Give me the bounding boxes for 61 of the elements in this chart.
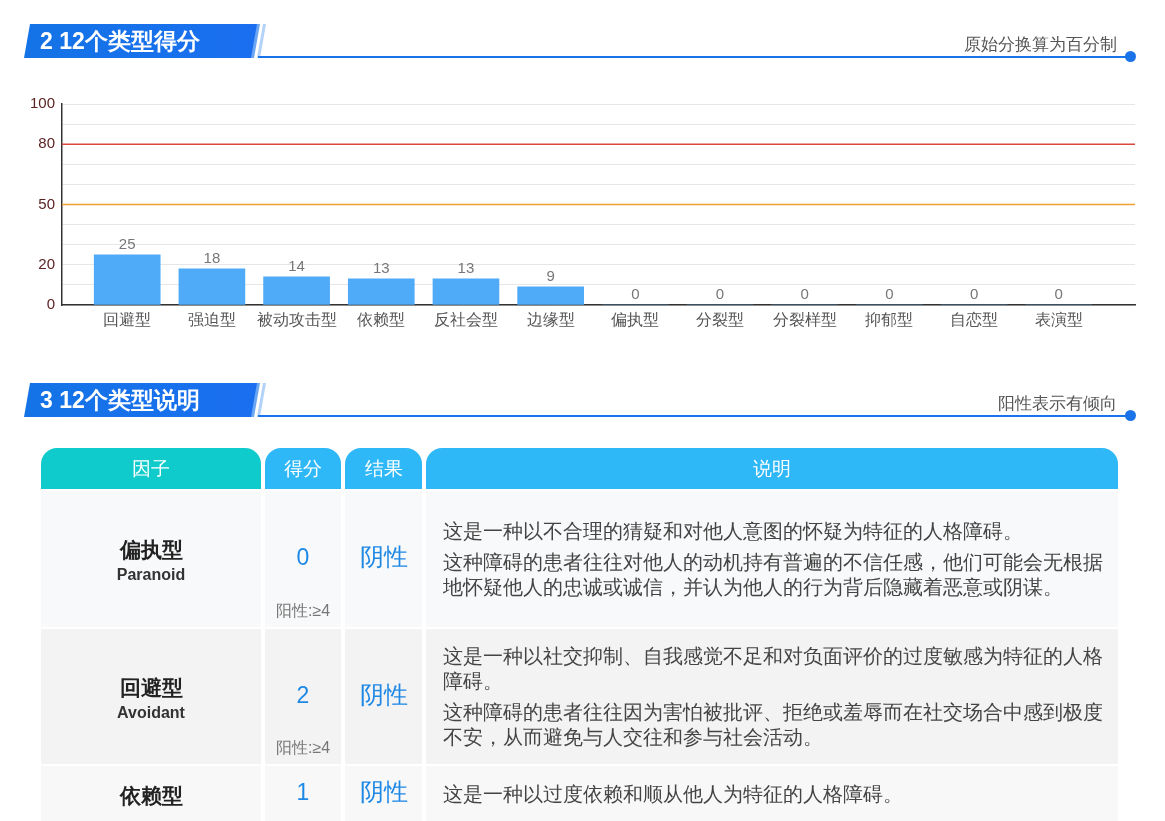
y-tick-label: 20 bbox=[38, 254, 55, 272]
text: 说明 bbox=[426, 448, 1118, 489]
data-label: 0 bbox=[800, 285, 809, 302]
text: 阴性 bbox=[359, 679, 408, 710]
text: 这种障碍的患者往往因为害怕被批评、拒绝或羞辱而在社交场合中感到极度不安，从而避免与人交往和参与社会活动。 bbox=[443, 699, 1104, 750]
chart-subtitle: 原始分换算为百分制 bbox=[964, 34, 1117, 56]
x-tick-label: 表演型 bbox=[1034, 311, 1083, 329]
x-tick-label: 强迫型 bbox=[187, 311, 236, 329]
text: 阳性:≥4 bbox=[274, 738, 332, 758]
data-label: 0 bbox=[1054, 285, 1063, 302]
x-tick-label: 抑郁型 bbox=[865, 311, 914, 329]
text: 阳性:≥4 bbox=[274, 601, 332, 621]
text: 得分 bbox=[265, 448, 341, 489]
x-tick-label: 依赖型 bbox=[357, 311, 406, 329]
text: 偏执型 bbox=[119, 537, 183, 563]
x-tick-label: 回避型 bbox=[103, 311, 152, 329]
text: 这是一种以过度依赖和顺从他人为特征的人格障碍。 bbox=[443, 781, 903, 807]
x-tick-label: 自恋型 bbox=[950, 311, 999, 329]
text: 0 bbox=[296, 543, 310, 571]
bar bbox=[93, 254, 161, 305]
data-label: 13 bbox=[457, 258, 475, 276]
bar bbox=[178, 268, 246, 305]
text: Avoidant bbox=[117, 702, 185, 723]
bar bbox=[347, 278, 415, 305]
text: 依赖型 bbox=[119, 783, 183, 809]
text: 因子 bbox=[41, 448, 261, 489]
x-tick-label: 偏执型 bbox=[611, 311, 660, 329]
text: 阴性 bbox=[359, 542, 408, 572]
data-label: 25 bbox=[118, 234, 136, 252]
data-label: 18 bbox=[203, 248, 221, 266]
y-tick-label: 50 bbox=[38, 194, 55, 212]
text: 3 12个类型说明 bbox=[40, 386, 200, 415]
bar bbox=[432, 278, 500, 305]
x-tick-label: 分裂样型 bbox=[772, 311, 837, 329]
y-tick-label: 100 bbox=[29, 94, 55, 112]
text: 结果 bbox=[345, 448, 422, 489]
chart-title: 2 12个类型得分 bbox=[40, 27, 200, 56]
y-tick-label: 0 bbox=[46, 295, 55, 313]
x-tick-label: 反社会型 bbox=[433, 311, 498, 329]
text: 1 bbox=[296, 778, 310, 806]
x-tick-label: 分裂型 bbox=[696, 311, 745, 329]
text: 这是一种以社交抑制、自我感觉不足和对负面评价的过度敏感为特征的人格障碍。 bbox=[443, 643, 1104, 694]
text: Paranoid bbox=[116, 565, 186, 585]
data-label: 14 bbox=[288, 256, 305, 274]
text: 2 bbox=[296, 680, 310, 709]
data-label: 13 bbox=[372, 258, 390, 276]
text: 回避型 bbox=[119, 674, 183, 701]
x-tick-label: 被动攻击型 bbox=[256, 311, 337, 329]
text: 阴性 bbox=[359, 777, 408, 807]
text: 这是一种以不合理的猜疑和对他人意图的怀疑为特征的人格障碍。 bbox=[443, 518, 1023, 544]
text: 这种障碍的患者往往对他人的动机持有普遍的不信任感，他们可能会无根据地怀疑他人的忠诚或诚信，并认为他人的行为背后隐藏着恶意或阴谋。 bbox=[443, 549, 1104, 600]
bar bbox=[263, 276, 330, 305]
bar bbox=[517, 286, 584, 305]
data-label: 0 bbox=[631, 285, 640, 302]
data-label: 0 bbox=[885, 285, 894, 302]
data-label: 9 bbox=[546, 266, 555, 284]
x-tick-label: 边缘型 bbox=[526, 311, 575, 329]
text: 阳性表示有倾向 bbox=[998, 393, 1117, 415]
y-tick-label: 80 bbox=[38, 134, 55, 152]
data-label: 0 bbox=[969, 285, 979, 302]
data-label: 0 bbox=[715, 285, 725, 302]
